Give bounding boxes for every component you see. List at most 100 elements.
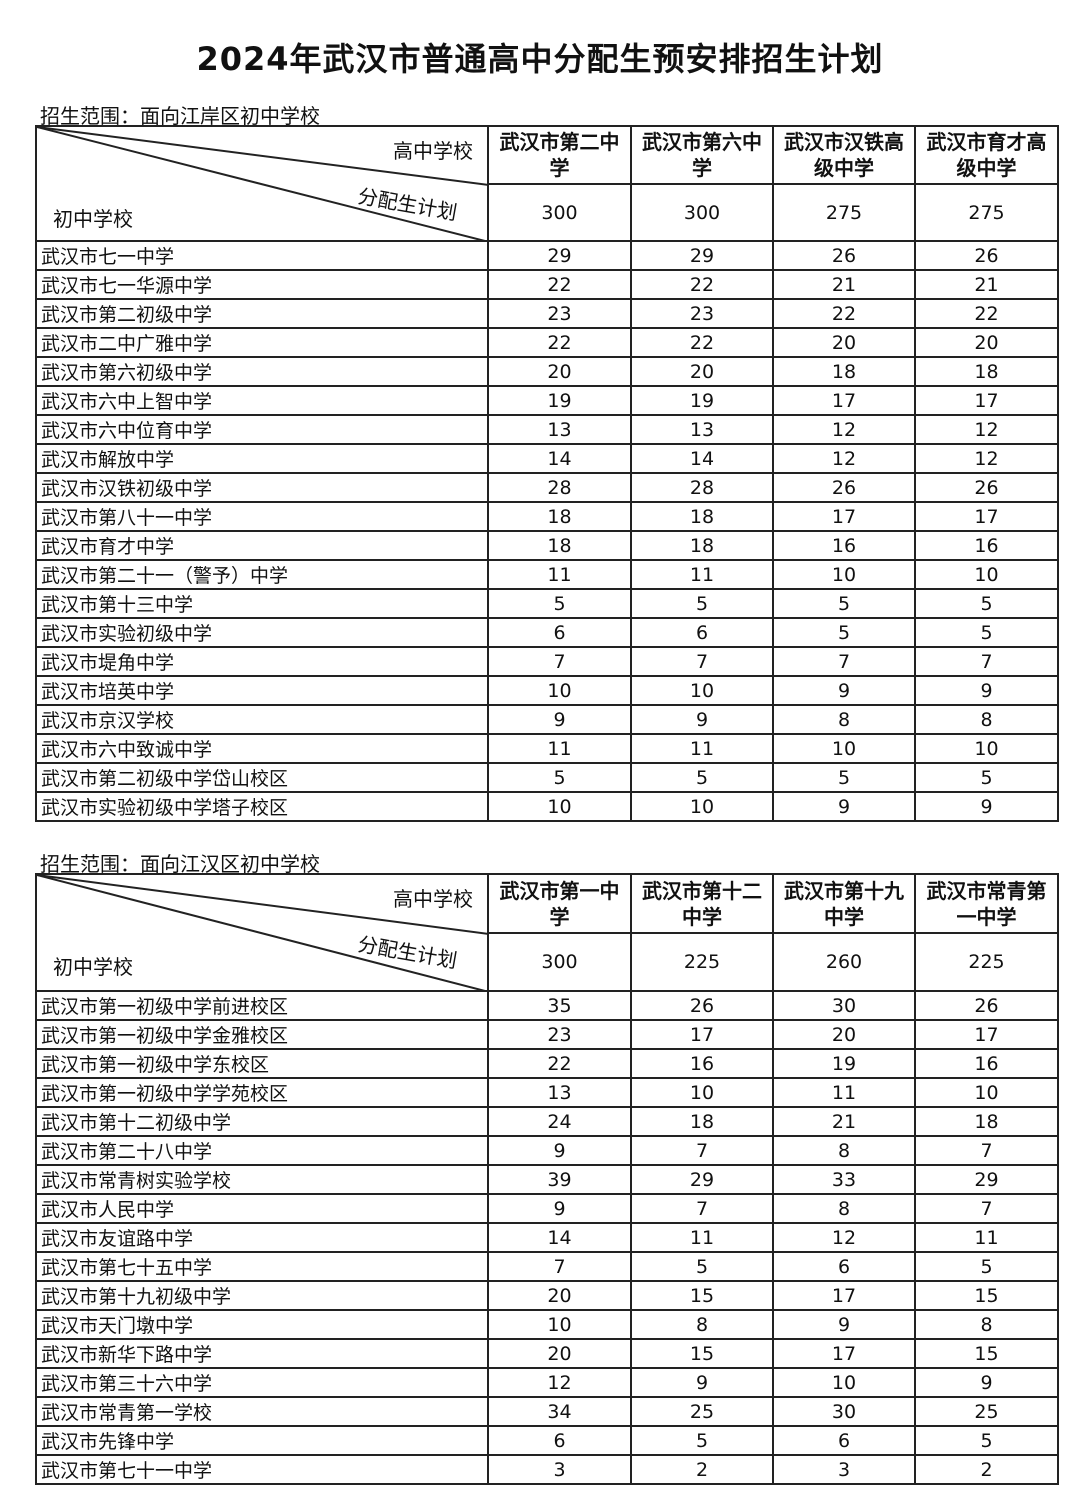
allocation-value: 10 <box>487 675 632 706</box>
allocation-value: 14 <box>487 1222 632 1253</box>
allocation-value: 12 <box>772 443 916 474</box>
allocation-value: 6 <box>630 617 774 648</box>
allocation-value: 5 <box>772 762 916 793</box>
junior-school-name: 武汉市实验初级中学塔子校区 <box>35 791 489 822</box>
allocation-value: 5 <box>914 1251 1059 1282</box>
allocation-value: 18 <box>630 1106 774 1137</box>
allocation-value: 12 <box>772 1222 916 1253</box>
junior-school-name: 武汉市汉铁初级中学 <box>35 472 489 503</box>
high-school-name: 武汉市第二中学 <box>499 130 620 180</box>
allocation-value: 18 <box>487 530 632 561</box>
junior-school-name: 武汉市第十三中学 <box>35 588 489 619</box>
allocation-value: 5 <box>630 588 774 619</box>
allocation-value: 21 <box>772 1106 916 1137</box>
allocation-value: 11 <box>487 733 632 764</box>
allocation-value: 11 <box>630 1222 774 1253</box>
allocation-value: 11 <box>487 559 632 590</box>
allocation-value: 35 <box>487 990 632 1021</box>
allocation-value: 17 <box>772 385 916 416</box>
allocation-value: 22 <box>772 298 916 329</box>
junior-school-name: 武汉市先锋中学 <box>35 1425 489 1456</box>
allocation-table: 高中学校 分配生计划 初中学校 武汉市第二中学 武汉市第六中学 武汉市汉铁高级中学 武汉… <box>35 125 1059 822</box>
table-row: 武汉市天门墩中学 10 8 9 8 <box>35 1309 1059 1340</box>
allocation-value: 23 <box>487 1019 632 1050</box>
table-row: 武汉市实验初级中学 6 6 5 5 <box>35 617 1059 648</box>
allocation-value: 26 <box>630 990 774 1021</box>
table-row: 武汉市友谊路中学 14 11 12 11 <box>35 1222 1059 1253</box>
allocation-value: 6 <box>772 1251 916 1282</box>
junior-school-name: 武汉市第一初级中学东校区 <box>35 1048 489 1079</box>
junior-school-name: 武汉市第六初级中学 <box>35 356 489 387</box>
high-school-name: 武汉市汉铁高级中学 <box>784 130 904 180</box>
allocation-value: 16 <box>772 530 916 561</box>
allocation-value: 7 <box>914 646 1059 677</box>
allocation-value: 13 <box>487 1077 632 1108</box>
table-row: 武汉市实验初级中学塔子校区 10 10 9 9 <box>35 791 1059 822</box>
allocation-value: 2 <box>914 1454 1059 1485</box>
allocation-value: 17 <box>772 1338 916 1369</box>
allocation-value: 22 <box>630 327 774 358</box>
table-row: 武汉市第三十六中学 12 9 10 9 <box>35 1367 1059 1398</box>
table-row: 武汉市人民中学 9 7 8 7 <box>35 1193 1059 1224</box>
header-row-high-schools: 高中学校 分配生计划 初中学校 武汉市第二中学 武汉市第六中学 武汉市汉铁高级中学 武汉… <box>35 125 1059 242</box>
allocation-value: 10 <box>630 675 774 706</box>
junior-school-name: 武汉市第一初级中学金雅校区 <box>35 1019 489 1050</box>
junior-school-name: 武汉市实验初级中学 <box>35 617 489 648</box>
allocation-total: 275 <box>772 183 916 242</box>
junior-school-name: 武汉市第二十八中学 <box>35 1135 489 1166</box>
junior-school-name: 武汉市六中位育中学 <box>35 414 489 445</box>
high-school-header: 武汉市常青第一中学 <box>914 873 1059 934</box>
allocation-total: 225 <box>914 932 1059 992</box>
allocation-value: 5 <box>630 1425 774 1456</box>
allocation-value: 3 <box>487 1454 632 1485</box>
allocation-value: 19 <box>630 385 774 416</box>
allocation-value: 18 <box>630 530 774 561</box>
junior-school-name: 武汉市七一华源中学 <box>35 269 489 300</box>
junior-school-name: 武汉市京汉学校 <box>35 704 489 735</box>
allocation-value: 12 <box>914 443 1059 474</box>
allocation-value: 6 <box>487 617 632 648</box>
table-row: 武汉市汉铁初级中学 28 28 26 26 <box>35 472 1059 503</box>
enrollment-scope-label: 招生范围：面向江岸区初中学校 <box>40 104 320 128</box>
junior-school-name: 武汉市培英中学 <box>35 675 489 706</box>
header-row-totals: 300 300 275 275 <box>36 183 1059 242</box>
allocation-value: 7 <box>772 646 916 677</box>
allocation-value: 30 <box>772 1396 916 1427</box>
header-row-totals: 300 225 260 225 <box>36 932 1059 992</box>
junior-school-name: 武汉市第三十六中学 <box>35 1367 489 1398</box>
allocation-value: 9 <box>630 1367 774 1398</box>
allocation-value: 18 <box>914 1106 1059 1137</box>
enrollment-scope-label: 招生范围：面向江汉区初中学校 <box>40 852 320 876</box>
allocation-value: 5 <box>914 762 1059 793</box>
page-title: 2024年武汉市普通高中分配生预安排招生计划 <box>196 40 884 78</box>
allocation-value: 29 <box>630 1164 774 1195</box>
allocation-value: 9 <box>772 1309 916 1340</box>
junior-school-name: 武汉市友谊路中学 <box>35 1222 489 1253</box>
allocation-value: 26 <box>914 990 1059 1021</box>
allocation-value: 8 <box>914 1309 1059 1340</box>
allocation-total: 275 <box>914 183 1059 242</box>
high-school-name: 武汉市育才高级中学 <box>926 130 1047 180</box>
allocation-value: 10 <box>487 791 632 822</box>
diagonal-lines <box>38 876 486 989</box>
allocation-value: 8 <box>772 704 916 735</box>
diagonal-lines <box>38 128 486 239</box>
allocation-value: 5 <box>630 762 774 793</box>
allocation-value: 10 <box>914 559 1059 590</box>
allocation-value: 5 <box>630 1251 774 1282</box>
allocation-value: 20 <box>487 1338 632 1369</box>
table-row: 武汉市第十三中学 5 5 5 5 <box>35 588 1059 619</box>
allocation-value: 16 <box>630 1048 774 1079</box>
allocation-value: 20 <box>487 356 632 387</box>
table-row: 武汉市六中位育中学 13 13 12 12 <box>35 414 1059 445</box>
high-school-header: 武汉市汉铁高级中学 <box>772 125 916 185</box>
allocation-value: 10 <box>772 733 916 764</box>
allocation-value: 18 <box>487 501 632 532</box>
junior-school-name: 武汉市常青第一学校 <box>35 1396 489 1427</box>
high-school-name: 武汉市第一中学 <box>499 878 620 929</box>
allocation-value: 9 <box>487 1193 632 1224</box>
junior-school-name: 武汉市人民中学 <box>35 1193 489 1224</box>
junior-school-name: 武汉市第十九初级中学 <box>35 1280 489 1311</box>
allocation-table-section: 高中学校 分配生计划 初中学校 武汉市第二中学 武汉市第六中学 武汉市汉铁高级中学 武汉… <box>35 125 1059 822</box>
allocation-value: 8 <box>630 1309 774 1340</box>
